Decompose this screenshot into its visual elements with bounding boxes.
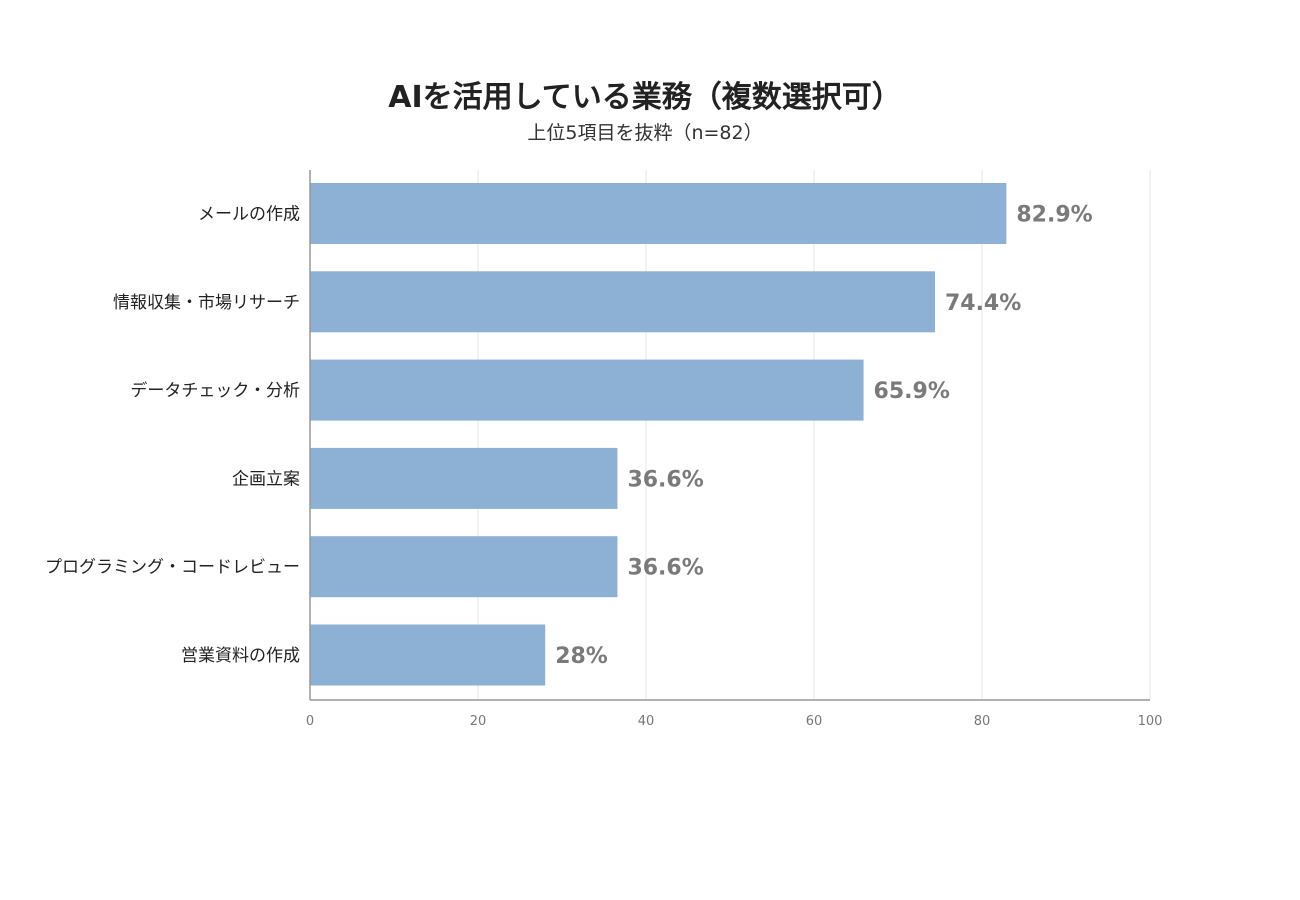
data-label-2: 65.9%: [874, 379, 950, 404]
category-label-0: メールの作成: [198, 205, 300, 225]
category-label-4: プログラミング・コードレビュー: [45, 558, 300, 578]
data-label-5: 28%: [555, 644, 608, 669]
bar-4: [310, 536, 618, 598]
x-tick-label-100: 100: [1138, 714, 1163, 729]
data-label-4: 36.6%: [627, 556, 703, 581]
chart-title: AIを活用している業務（複数選択可）: [388, 80, 902, 115]
grid-layer: [477, 170, 1151, 700]
x-tick-label-60: 60: [806, 714, 823, 729]
category-label-5: 営業資料の作成: [181, 646, 300, 666]
category-label-1: 情報収集・市場リサーチ: [113, 293, 300, 313]
label-layer: メールの作成 82.9% 情報収集・市場リサーチ 74.4% データチェック・分析 65.…: [45, 203, 1093, 670]
chart-subtitle: 上位5項目を抜粋（n=82）: [527, 122, 763, 144]
data-label-1: 74.4%: [945, 291, 1021, 316]
x-tick-label-80: 80: [974, 714, 991, 729]
bar-3: [310, 447, 618, 509]
bar-layer: [310, 183, 1007, 686]
category-label-3: 企画立案: [232, 469, 300, 489]
category-label-2: データチェック・分析: [130, 380, 300, 401]
bar-0: [310, 183, 1007, 244]
data-label-3: 36.6%: [627, 467, 703, 492]
x-tick-label-20: 20: [470, 714, 487, 729]
bar-1: [310, 271, 935, 333]
bar-2: [310, 359, 864, 421]
x-tick-label-0: 0: [306, 714, 314, 729]
data-label-0: 82.9%: [1016, 203, 1092, 228]
axis-layer: 0 20 40 60 80 100: [306, 170, 1163, 729]
bar-5: [310, 624, 546, 686]
x-tick-label-40: 40: [638, 714, 655, 729]
